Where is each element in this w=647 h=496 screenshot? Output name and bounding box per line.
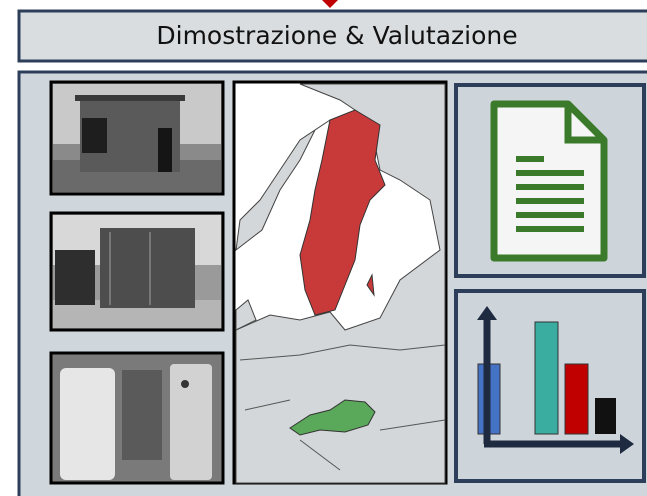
chart-icon-box: [454, 289, 646, 483]
photo-container: [49, 211, 225, 332]
arrow-tip: [322, 0, 338, 8]
title-box: [17, 9, 647, 63]
photo-tanks: [49, 351, 225, 485]
photo-cabin: [49, 80, 225, 196]
document-box: [454, 83, 646, 278]
map-europe: [232, 80, 448, 485]
title: Dimostrazione & Valutazione: [156, 21, 517, 50]
